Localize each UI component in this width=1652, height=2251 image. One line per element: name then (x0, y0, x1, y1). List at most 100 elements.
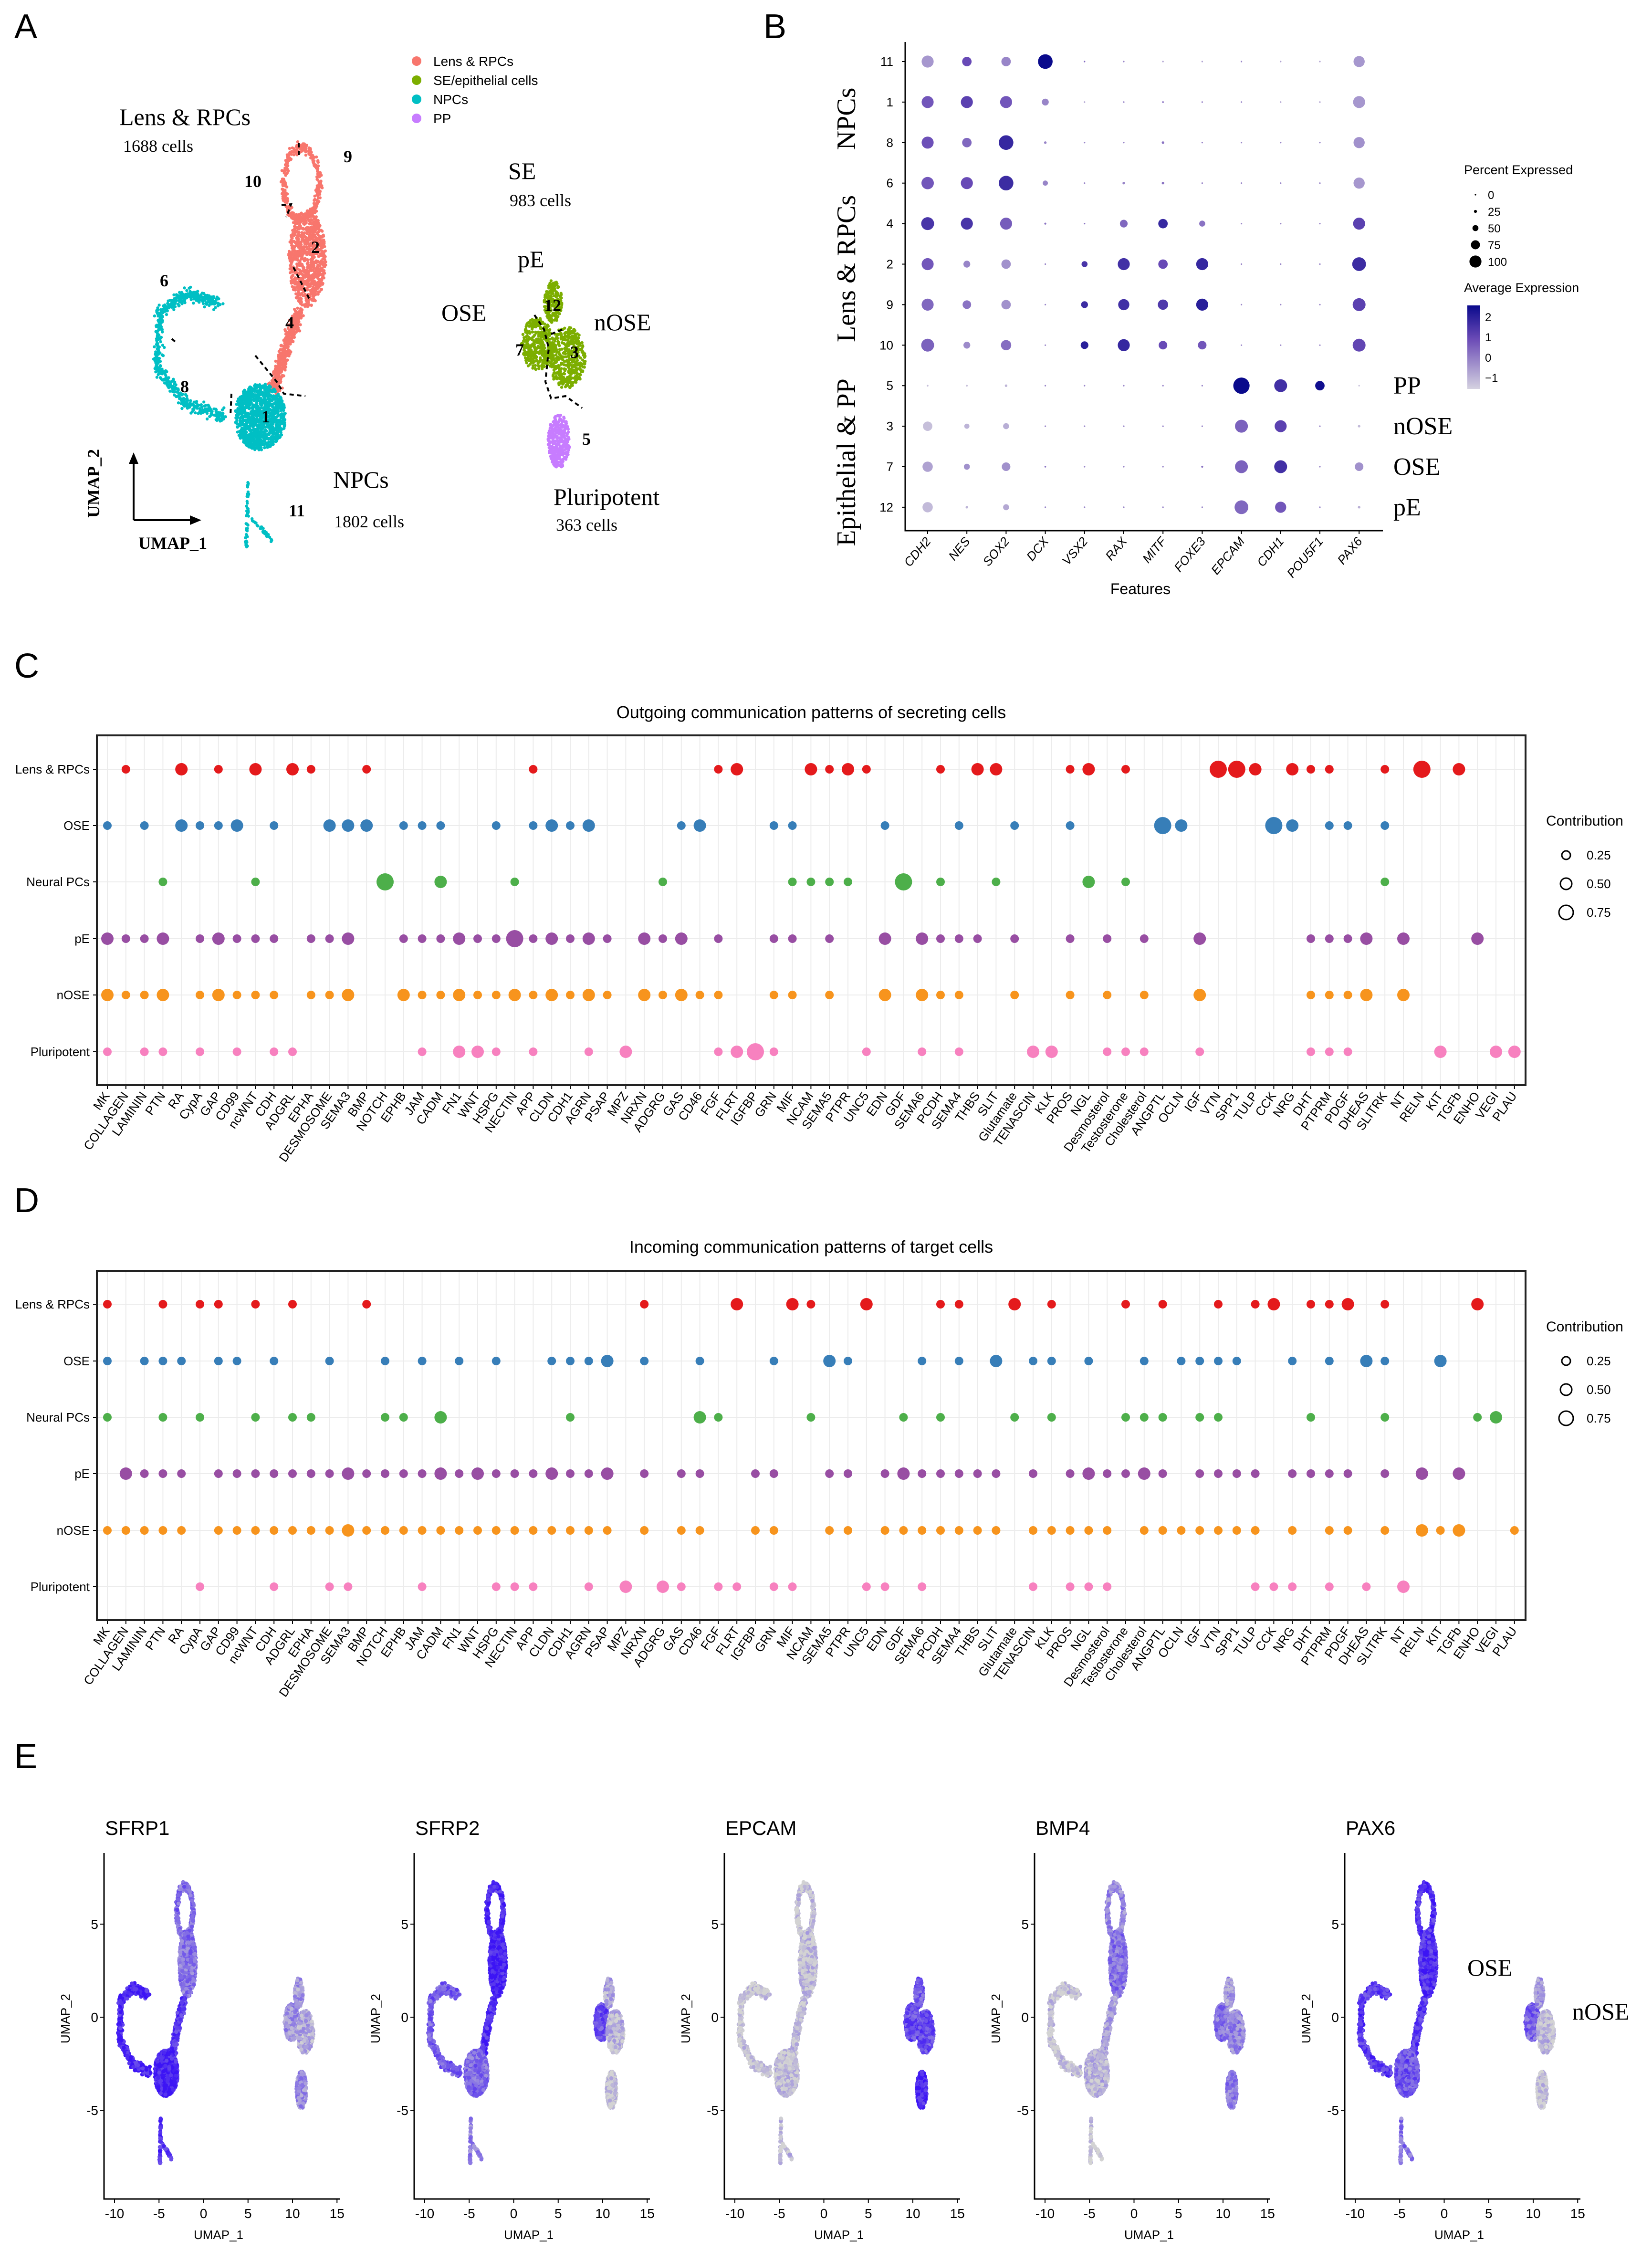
expression-dot (1358, 385, 1360, 387)
cell-point (310, 258, 314, 262)
cell-point (296, 251, 300, 255)
cell-point (312, 276, 315, 280)
cell-point (554, 455, 557, 458)
expression-dot (1353, 56, 1365, 67)
expression-dot (1319, 142, 1321, 144)
cell-point (312, 210, 315, 213)
cell-point (556, 356, 560, 359)
cell-point (161, 319, 164, 323)
cell-point (574, 379, 577, 383)
expression-dot (1162, 506, 1164, 508)
cell-point (566, 384, 569, 387)
cell-point (551, 447, 554, 450)
cell-point (300, 300, 303, 303)
cell-point (254, 386, 258, 389)
cell-point (286, 205, 289, 209)
cell-point (247, 427, 251, 430)
cell-point (293, 308, 296, 311)
cell-point (293, 214, 297, 217)
cell-point (311, 226, 314, 230)
cell-point (316, 225, 319, 229)
cell-point (301, 227, 304, 230)
cell-point (307, 227, 311, 230)
cell-point (276, 389, 280, 393)
cell-point (570, 369, 574, 373)
row-group-label: Epithelial & PP (832, 378, 861, 546)
cell-point (301, 257, 304, 261)
cell-point (194, 411, 197, 415)
cell-point (551, 375, 555, 378)
cell-point (171, 298, 175, 302)
cell-point (281, 191, 284, 195)
cell-point (183, 286, 186, 290)
cell-point (548, 365, 552, 368)
cell-point (243, 411, 247, 415)
cell-point (310, 298, 314, 302)
cell-point (319, 235, 323, 239)
cell-point (557, 414, 561, 418)
legend-label: SE/epithelial cells (433, 73, 538, 88)
expression-dot (1123, 506, 1125, 508)
cell-point (539, 351, 543, 355)
cluster-number: 8 (180, 377, 189, 396)
expression-dot (927, 385, 929, 387)
cell-point (551, 283, 555, 287)
color-legend-tick: −1 (1485, 372, 1498, 385)
cell-point (566, 430, 570, 434)
cell-point (563, 417, 566, 420)
expression-dot (921, 55, 934, 68)
cell-point (269, 540, 273, 544)
cell-point (209, 300, 212, 304)
cell-point (244, 536, 247, 539)
cell-point (272, 408, 276, 411)
cluster-tick-label: 3 (887, 419, 893, 433)
cell-point (290, 338, 293, 342)
cell-point (570, 364, 573, 367)
cell-point (302, 142, 305, 146)
cell-point (547, 446, 551, 450)
cell-point (177, 401, 180, 405)
expression-dot (1319, 223, 1321, 225)
cell-point (293, 150, 296, 153)
cell-point (244, 430, 248, 434)
cell-point (186, 398, 189, 402)
cell-point (563, 440, 566, 443)
cell-point (563, 332, 566, 335)
expression-dot (1000, 96, 1012, 108)
cluster-number: 7 (515, 340, 524, 359)
cell-point (157, 320, 160, 323)
expression-dot (1158, 299, 1168, 310)
expression-dot (1319, 425, 1321, 427)
expression-dot (921, 136, 934, 149)
cell-point (296, 140, 300, 144)
expression-dot (921, 258, 934, 271)
expression-dot (961, 177, 973, 189)
expression-dot (999, 135, 1014, 150)
cell-point (289, 271, 292, 274)
expression-dot (962, 137, 972, 147)
cell-point (261, 443, 264, 446)
cell-point (153, 314, 157, 318)
cell-point (303, 304, 307, 308)
expression-dot (1123, 61, 1125, 63)
cell-point (531, 321, 535, 324)
cell-point (282, 178, 285, 181)
cell-point (560, 386, 564, 389)
cluster-number: 11 (289, 501, 305, 520)
cell-point (521, 333, 525, 336)
cell-point (318, 280, 321, 283)
cell-point (304, 147, 307, 151)
cell-point (559, 336, 563, 340)
cell-point (259, 525, 262, 529)
cell-point (290, 153, 293, 156)
cell-point (168, 304, 171, 308)
color-legend-tick: 1 (1485, 331, 1491, 344)
cell-point (531, 318, 534, 321)
expression-dot (921, 177, 934, 189)
expression-dot (1084, 506, 1086, 508)
cell-point (192, 400, 196, 404)
cell-point (249, 398, 252, 401)
cluster-number: 10 (244, 172, 261, 191)
expression-dot (963, 342, 971, 349)
cell-point (241, 422, 245, 426)
